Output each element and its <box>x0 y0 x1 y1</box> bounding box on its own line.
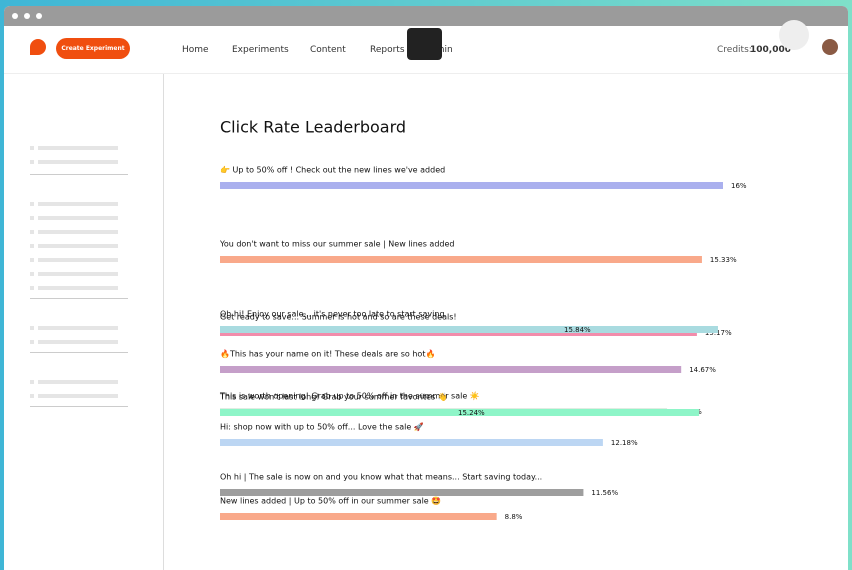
dot <box>36 13 42 19</box>
bar-label: This is worth opening! Grab up to 50% of… <box>219 391 480 401</box>
nav-link[interactable]: Home <box>182 45 209 55</box>
sidebar-line <box>38 258 118 262</box>
notification-icon[interactable] <box>779 20 809 50</box>
sidebar-bullet <box>30 202 34 206</box>
browser-window: Create Experiment Home Experiments Conte… <box>4 6 848 570</box>
bar-label: Oh hi! Enjoy our sale... it's never too … <box>220 310 445 319</box>
create-button[interactable]: Create Experiment <box>56 38 130 59</box>
value-label: 16% <box>731 182 747 190</box>
sidebar-line <box>38 230 118 234</box>
bar <box>220 326 718 333</box>
value-label: 11.56% <box>591 489 618 497</box>
sidebar-line <box>38 380 118 384</box>
sidebar-bullet <box>30 146 34 150</box>
value-label: 14.67% <box>689 366 716 374</box>
bar <box>220 256 702 263</box>
chart-title: Click Rate Leaderboard <box>220 118 406 137</box>
nav-link[interactable]: Experiments <box>232 45 289 55</box>
collapse-icon[interactable] <box>407 28 442 60</box>
sidebar-line <box>38 394 118 398</box>
sidebar-bullet <box>30 272 34 276</box>
sidebar-line <box>38 202 118 206</box>
nav-link[interactable]: Content <box>310 45 346 55</box>
sidebar-bullet <box>30 216 34 220</box>
sidebar-divider <box>30 352 128 353</box>
sidebar-line <box>38 244 118 248</box>
title-bar <box>4 6 848 26</box>
sidebar-divider <box>30 406 128 407</box>
sidebar-divider <box>30 174 128 175</box>
dot <box>24 13 30 19</box>
bar-label: Oh hi | The sale is now on and you know … <box>220 473 542 482</box>
value-label: 12.18% <box>611 439 638 447</box>
sidebar <box>4 74 164 570</box>
sidebar-line <box>38 326 118 330</box>
avatar[interactable] <box>822 39 838 55</box>
bar-label: New lines added | Up to 50% off in our s… <box>220 497 441 506</box>
bar <box>220 182 723 189</box>
logo <box>30 39 46 55</box>
value-label: 15.33% <box>710 256 737 264</box>
sidebar-line <box>38 160 118 164</box>
bar-label: Get ready to save... Summer is hot and s… <box>220 313 457 322</box>
bar-label: You don't want to miss our summer sale |… <box>219 240 455 249</box>
sidebar-bullet <box>30 286 34 290</box>
bar <box>220 366 682 373</box>
value-label: 15.84% <box>564 326 591 334</box>
bar <box>220 513 497 520</box>
bar-label: This sale won't last long! Grab your sum… <box>219 393 448 402</box>
sidebar-bullet <box>30 380 34 384</box>
dot <box>12 13 18 19</box>
sidebar-bullet <box>30 244 34 248</box>
sidebar-line <box>38 272 118 276</box>
bar-label: Hi: shop now with up to 50% off... Love … <box>220 422 424 432</box>
bar <box>220 409 700 416</box>
sidebar-line <box>38 216 118 220</box>
value-label: 8.8% <box>505 513 523 521</box>
bar-label: 👉 Up to 50% off ! Check out the new line… <box>220 166 445 175</box>
sidebar-line <box>38 340 118 344</box>
sidebar-bullet <box>30 258 34 262</box>
sidebar-bullet <box>30 326 34 330</box>
sidebar-bullet <box>30 230 34 234</box>
chart: Click Rate Leaderboard 👉 Up to 50% off !… <box>219 118 747 522</box>
sidebar-bullet <box>30 160 34 164</box>
value-label: 15.17% <box>705 329 732 337</box>
nav-bar: Create Experiment Home Experiments Conte… <box>4 20 848 74</box>
bar <box>220 439 603 446</box>
bar <box>220 489 584 496</box>
sidebar-divider <box>30 298 128 299</box>
sidebar-line <box>38 286 118 290</box>
nav-link[interactable]: Reports <box>370 45 405 55</box>
credits-label: Credits: <box>717 45 752 55</box>
credits: 100,000 <box>750 45 791 55</box>
sidebar-bullet <box>30 340 34 344</box>
sidebar-line <box>38 146 118 150</box>
value-label: 15.24% <box>458 409 485 417</box>
sidebar-bullet <box>30 394 34 398</box>
bar-label: 🔥This has your name on it! These deals a… <box>220 349 435 359</box>
